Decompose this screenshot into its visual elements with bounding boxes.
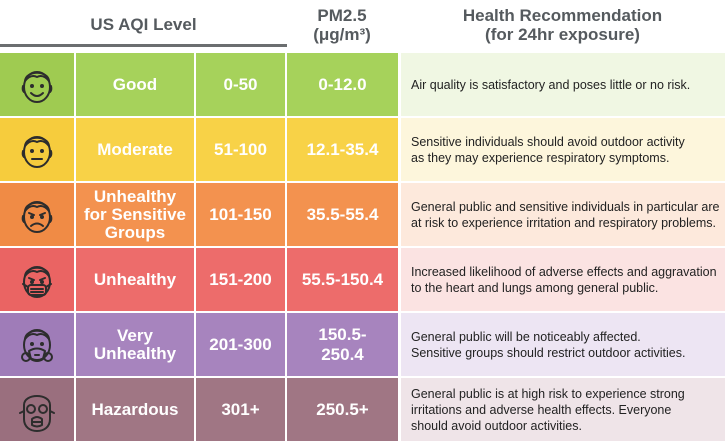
table-header: US AQI Level PM2.5 (μg/m³) Health Recomm…	[0, 0, 725, 49]
aqi-range-value: 151-200	[209, 269, 272, 289]
health-recommendation-text: Sensitive individuals should avoid outdo…	[411, 134, 685, 165]
aqi-range-value: 201-300	[209, 334, 272, 354]
aqi-range-cell: 51-100	[196, 118, 285, 181]
pm25-range-cell: 150.5- 250.4	[287, 313, 398, 376]
aqi-range-cell: 151-200	[196, 248, 285, 311]
aqi-range-value: 101-150	[209, 204, 272, 224]
table-row: Very Unhealthy 201-300 150.5- 250.4 General…	[0, 313, 725, 376]
pm25-range-value: 55.5-150.4	[301, 269, 384, 289]
header-pm25-unit: (μg/m³)	[313, 24, 371, 44]
health-recommendation-cell: Increased likelihood of adverse effects …	[401, 248, 725, 311]
aqi-level-label: Good	[112, 74, 158, 94]
aqi-range-cell: 101-150	[196, 183, 285, 246]
aqi-level-cell: Very Unhealthy	[76, 313, 194, 376]
table-row: Good 0-50 0-12.0 Air quality is satisfactor…	[0, 53, 725, 116]
pm25-range-value: 250.5+	[316, 399, 369, 419]
pm25-range-value: 12.1-35.4	[306, 139, 379, 159]
respirator-mask-icon	[21, 328, 53, 362]
aqi-level-cell: Good	[76, 53, 194, 116]
table-row: Hazardous 301+ 250.5+ General public is at …	[0, 378, 725, 441]
sad-face-icon	[21, 200, 53, 233]
aqi-range-value: 0-50	[223, 74, 258, 94]
table-row: Moderate 51-100 12.1-35.4 Sensitive individ…	[0, 118, 725, 181]
pm25-range-value: 35.5-55.4	[306, 204, 379, 224]
pm25-range-cell: 250.5+	[287, 378, 398, 441]
pm25-range-cell: 12.1-35.4	[287, 118, 398, 181]
table-row: Unhealthy 151-200 55.5-150.4 Increased like…	[0, 248, 725, 311]
header-aqi-level: US AQI Level	[0, 0, 287, 49]
face-icon-cell	[0, 183, 74, 246]
pm25-range-cell: 35.5-55.4	[287, 183, 398, 246]
aqi-range-cell: 201-300	[196, 313, 285, 376]
happy-face-icon	[21, 70, 53, 103]
aqi-range-value: 301+	[221, 399, 260, 419]
face-icon-cell	[0, 378, 74, 441]
table-row: Unhealthy for Sensitive Groups 101-150 35.…	[0, 183, 725, 246]
header-pm25: PM2.5 (μg/m³)	[287, 0, 397, 49]
face-icon-cell	[0, 53, 74, 116]
aqi-range-value: 51-100	[214, 139, 267, 159]
aqi-level-cell: Unhealthy	[76, 248, 194, 311]
aqi-level-cell: Unhealthy for Sensitive Groups	[76, 183, 194, 246]
header-health-subtitle: (for 24hr exposure)	[485, 24, 640, 44]
health-recommendation-cell: General public and sensitive individuals…	[401, 183, 725, 246]
health-recommendation-text: Air quality is satisfactory and poses li…	[411, 77, 691, 92]
pm25-range-value: 150.5- 250.4	[318, 324, 367, 364]
health-recommendation-text: General public is at high risk to experi…	[411, 386, 685, 433]
pm25-range-cell: 55.5-150.4	[287, 248, 398, 311]
gas-mask-icon	[19, 394, 55, 432]
health-recommendation-cell: General public is at high risk to experi…	[401, 378, 725, 441]
header-divider	[0, 44, 287, 47]
health-recommendation-cell: General public will be noticeably affect…	[401, 313, 725, 376]
health-recommendation-text: General public and sensitive individuals…	[411, 199, 720, 230]
aqi-level-cell: Moderate	[76, 118, 194, 181]
face-icon-cell	[0, 118, 74, 181]
aqi-level-label: Moderate	[97, 139, 173, 159]
header-aqi-level-label: US AQI Level	[90, 14, 197, 34]
aqi-level-label: Unhealthy	[93, 269, 177, 289]
aqi-range-cell: 301+	[196, 378, 285, 441]
health-recommendation-text: General public will be noticeably affect…	[411, 329, 686, 360]
aqi-level-cell: Hazardous	[76, 378, 194, 441]
aqi-level-label: Hazardous	[91, 399, 179, 419]
health-recommendation-text: Increased likelihood of adverse effects …	[411, 264, 717, 295]
face-mask-icon	[22, 265, 52, 298]
header-pm25-label: PM2.5	[317, 5, 367, 25]
pm25-range-cell: 0-12.0	[287, 53, 398, 116]
face-icon-cell	[0, 313, 74, 376]
aqi-range-cell: 0-50	[196, 53, 285, 116]
pm25-range-value: 0-12.0	[318, 74, 367, 94]
health-recommendation-cell: Air quality is satisfactory and poses li…	[401, 53, 725, 116]
header-health-label: Health Recommendation	[462, 5, 663, 25]
aqi-level-label: Unhealthy for Sensitive Groups	[83, 186, 187, 242]
neutral-face-icon	[21, 135, 53, 168]
face-icon-cell	[0, 248, 74, 311]
header-health-recommendation: Health Recommendation (for 24hr exposure…	[400, 0, 725, 49]
aqi-level-label: Very Unhealthy	[93, 325, 177, 363]
health-recommendation-cell: Sensitive individuals should avoid outdo…	[401, 118, 725, 181]
